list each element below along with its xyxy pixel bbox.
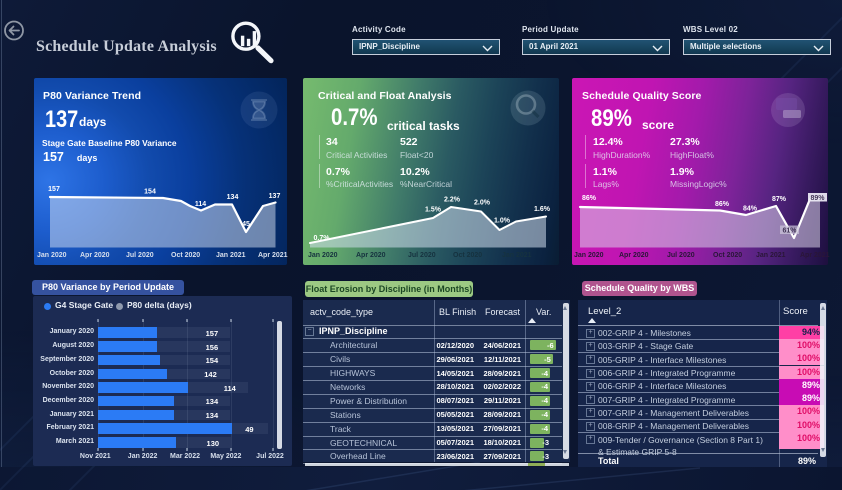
svg-text:1.5%: 1.5% — [425, 207, 442, 214]
svg-text:61%: 61% — [782, 228, 797, 235]
svg-text:89%: 89% — [810, 195, 825, 202]
svg-text:2.2%: 2.2% — [444, 197, 461, 204]
svg-text:0.7%: 0.7% — [314, 235, 331, 242]
svg-text:87%: 87% — [772, 196, 787, 203]
svg-text:45: 45 — [242, 221, 250, 228]
svg-text:157: 157 — [48, 186, 60, 193]
svg-text:2.0%: 2.0% — [474, 200, 491, 207]
svg-text:154: 154 — [144, 189, 156, 196]
svg-text:134: 134 — [227, 194, 239, 201]
svg-text:84%: 84% — [743, 206, 758, 213]
svg-text:137: 137 — [269, 193, 281, 200]
svg-text:1.0%: 1.0% — [494, 218, 511, 225]
svg-text:86%: 86% — [715, 201, 730, 208]
svg-text:1.6%: 1.6% — [534, 206, 551, 213]
svg-text:114: 114 — [195, 201, 206, 208]
svg-text:86%: 86% — [582, 195, 597, 202]
